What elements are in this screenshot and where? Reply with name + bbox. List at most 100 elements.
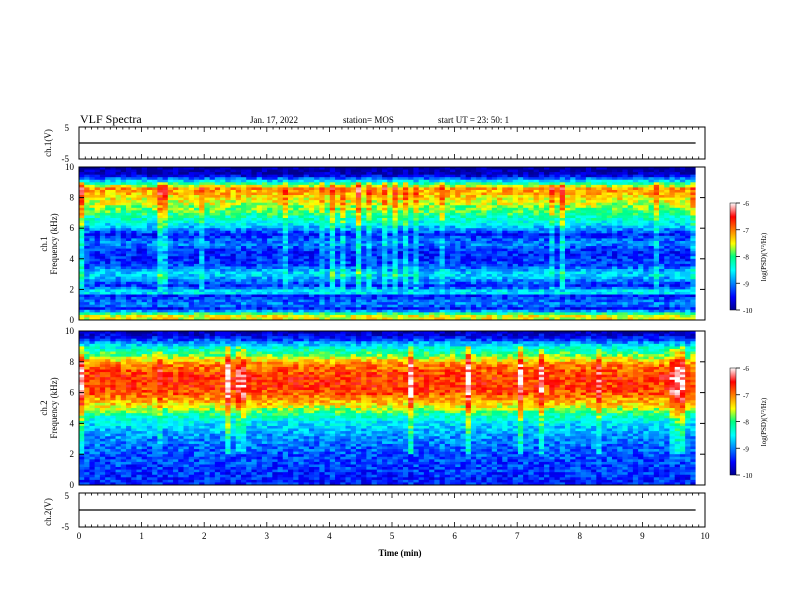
ch1-spectrogram-cell <box>418 235 425 239</box>
ch1-spectrogram-cell <box>460 169 467 173</box>
ch1-spectrogram-cell <box>481 284 487 288</box>
ch1-spectrogram-cell <box>382 189 388 193</box>
ch1-spectrogram-cell <box>220 169 226 173</box>
ch1-spectrogram-cell <box>173 302 179 306</box>
ch1-spectrogram-cell <box>335 235 341 239</box>
ch1-spectrogram-cell <box>308 279 315 283</box>
ch1-spectrogram-cell <box>267 286 273 290</box>
ch1-spectrogram-cell <box>350 302 357 306</box>
ch1-spectrogram-cell <box>413 274 420 278</box>
ch1-spectrogram-cell <box>256 304 263 308</box>
ch1-spectrogram-cell <box>444 195 451 198</box>
ch1-spectrogram-cell <box>152 225 158 229</box>
ch1-spectrogram-cell <box>246 195 252 198</box>
ch1-spectrogram-cell <box>355 307 362 311</box>
ch1-spectrogram-cell <box>282 302 289 306</box>
ch1-spectrogram-cell <box>272 258 278 262</box>
ch1-spectrogram-cell <box>173 266 179 270</box>
ch1-spectrogram-cell <box>460 230 467 234</box>
ch1-spectrogram-cell <box>199 233 205 237</box>
ch1-spectrogram-cell <box>366 276 373 280</box>
ch1-spectrogram-cell <box>408 294 414 298</box>
ch1-spectrogram-cell <box>173 269 179 272</box>
ch1-spectrogram-cell <box>382 177 388 181</box>
ch1-spectrogram-cell <box>397 233 404 237</box>
ch1-spectrogram-cell <box>345 238 352 242</box>
ch1-spectrogram-cell <box>99 189 106 193</box>
ch1-spectrogram-cell <box>465 233 472 237</box>
ch1-spectrogram-cell <box>246 192 252 196</box>
ch1-spectrogram-cell <box>324 189 331 193</box>
ch1-spectrogram-cell <box>298 167 305 170</box>
ch1-spectrogram-cell <box>282 258 289 262</box>
ch1-spectrogram-cell <box>366 189 373 193</box>
ch1-spectrogram-cell <box>225 177 231 181</box>
ch1-spectrogram-cell <box>272 243 278 247</box>
ch1-spectrogram-cell <box>355 218 362 221</box>
ch1-spectrogram-cell <box>455 240 461 244</box>
ch1-spectrogram-cell <box>308 184 315 188</box>
ch1-spectrogram-cell <box>324 235 331 239</box>
ch1-spectrogram-cell <box>450 167 456 170</box>
ch1-spectrogram-cell <box>220 258 226 262</box>
ch1-spectrogram-cell <box>146 177 153 181</box>
ch1-spectrogram-cell <box>387 291 393 295</box>
ch1-spectrogram-cell <box>397 261 404 265</box>
ch1-spectrogram-cell <box>429 297 435 300</box>
ch1-spectrogram-cell <box>423 233 430 237</box>
ch1-spectrogram-cell <box>99 274 106 278</box>
ch1-spectrogram-cell <box>366 205 373 209</box>
ch1-spectrogram-cell <box>340 230 346 234</box>
ch1-spectrogram-cell <box>314 167 320 170</box>
ch1-spectrogram-cell <box>94 223 101 227</box>
ch1-spectrogram-cell <box>429 294 435 298</box>
ch1-spectrogram-cell <box>235 281 242 285</box>
ch1-spectrogram-cell <box>429 271 435 275</box>
ch1-spectrogram-cell <box>293 281 299 285</box>
ch1-spectrogram-cell <box>136 261 143 265</box>
ch1-spectrogram-cell <box>209 174 216 178</box>
ch1-spectrogram-cell <box>355 200 362 204</box>
ch1-spectrogram-cell <box>199 187 205 191</box>
ch1-spectrogram-cell <box>329 233 336 237</box>
ch1-spectrogram-cell <box>84 174 90 178</box>
ch1-spectrogram-cell <box>335 294 341 298</box>
ch1-spectrogram-cell <box>225 276 231 280</box>
ch1-spectrogram-cell <box>387 233 393 237</box>
ch1-spectrogram-cell <box>350 230 357 234</box>
ch1-spectrogram-cell <box>89 294 96 298</box>
ch1-spectrogram-cell <box>141 246 148 249</box>
ch1-spectrogram-cell <box>235 253 242 257</box>
ch1-spectrogram-cell <box>397 197 404 201</box>
ch1-spectrogram-cell <box>303 314 310 318</box>
ch1-spectrogram-cell <box>99 289 106 293</box>
ch1-spectrogram-cell <box>481 263 487 267</box>
ch1-spectrogram-cell <box>288 205 294 209</box>
ch1-spectrogram-cell <box>99 304 106 308</box>
ch1-spectrogram-cell <box>282 307 289 311</box>
ch1-spectrogram-cell <box>251 228 258 232</box>
ch1-spectrogram-cell <box>455 205 461 209</box>
ch1-spectrogram-cell <box>204 284 211 288</box>
ch1-spectrogram-cell <box>173 233 179 237</box>
ch1-spectrogram-cell <box>131 248 137 252</box>
ch1-spectrogram-cell <box>141 261 148 265</box>
ch1-spectrogram-cell <box>455 263 461 267</box>
ch1-spectrogram-cell <box>99 182 106 186</box>
ch1-spectrogram-cell <box>167 195 174 198</box>
ch1-spectrogram-cell <box>240 210 247 214</box>
ch1-spectrogram-cell <box>141 202 148 206</box>
ch1-spectrogram-cell <box>84 297 90 300</box>
ch1-spectrogram-cell <box>402 177 409 181</box>
ch1-spectrogram-cell <box>230 184 237 188</box>
ch1-spectrogram-cell <box>136 274 143 278</box>
ch1-spectrogram-cell <box>240 279 247 283</box>
ch1-spectrogram-cell <box>476 223 482 227</box>
ch1-spectrogram-cell <box>267 246 273 249</box>
ch1-spectrogram-cell <box>235 312 242 316</box>
ch1-spectrogram-cell <box>209 276 216 280</box>
ch1-spectrogram-cell <box>188 195 195 198</box>
ch1-spectrogram-cell <box>277 269 284 272</box>
ch1-spectrogram-cell <box>308 309 315 313</box>
ch1-spectrogram-cell <box>84 248 90 252</box>
